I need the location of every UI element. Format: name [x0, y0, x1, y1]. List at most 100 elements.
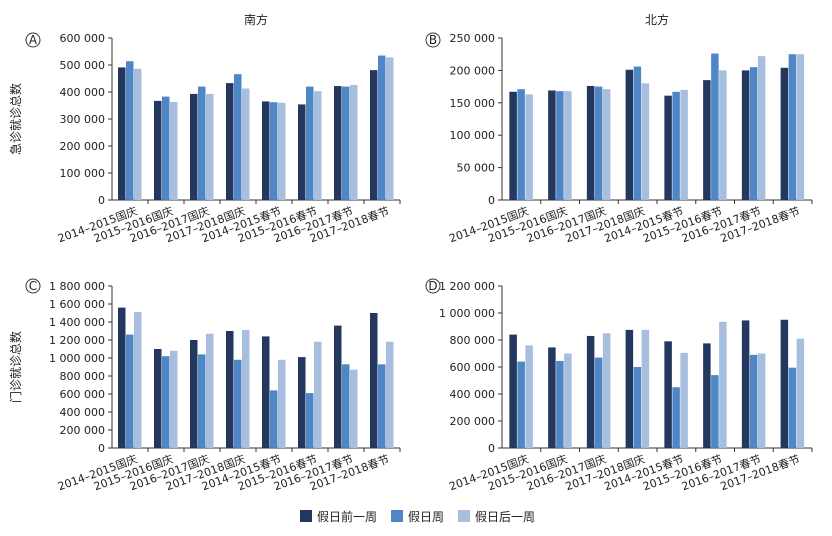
- bar-holiday-week: [342, 364, 350, 448]
- bar-pre-week: [226, 331, 234, 448]
- bar-holiday-week: [749, 354, 758, 448]
- bar-pre-week: [703, 80, 711, 200]
- bar-holiday-week: [517, 89, 525, 200]
- bar-pre-week: [664, 341, 672, 448]
- bar-post-week: [170, 101, 178, 200]
- y-tick-label: 200 000: [60, 424, 106, 437]
- bar-post-week: [170, 350, 178, 448]
- bar-post-week: [641, 329, 650, 448]
- bar-holiday-week: [234, 359, 242, 448]
- bar-pre-week: [586, 335, 595, 448]
- bar-holiday-week: [556, 91, 564, 200]
- bar-pre-week: [548, 90, 556, 200]
- bar-holiday-week: [162, 356, 170, 448]
- y-tick-label: 800 000: [450, 334, 496, 347]
- y-tick-label: 500 000: [60, 59, 106, 72]
- bar-pre-week: [262, 101, 270, 200]
- panel-badge-letter: B: [429, 33, 437, 47]
- y-tick-label: 600 000: [60, 32, 106, 45]
- panel-badge-circle: [425, 278, 441, 294]
- chart-panel-c: C 门诊就诊总数 0 200 000 400 000 600 000 800 000 1 00…: [8, 278, 401, 493]
- bar-post-week: [564, 353, 572, 448]
- bar-pre-week: [509, 334, 517, 448]
- bar-holiday-week: [672, 91, 680, 200]
- bar-holiday-week: [342, 86, 350, 200]
- bar-pre-week: [334, 325, 342, 448]
- y-tick-label: 300 000: [60, 113, 106, 126]
- bar-holiday-week: [126, 61, 134, 200]
- chart-panel-d: D 0 200 000 400 000 600 000 800 000 1 000 000 1…: [425, 278, 813, 493]
- legend-item: 假日后一周: [458, 508, 535, 525]
- bar-post-week: [602, 89, 611, 200]
- bar-holiday-week: [749, 67, 758, 200]
- bar-holiday-week: [270, 102, 278, 200]
- bar-pre-week: [625, 69, 634, 200]
- bar-pre-week: [226, 83, 234, 200]
- bar-holiday-week: [234, 74, 242, 200]
- bar-pre-week: [664, 95, 672, 200]
- y-tick-label: 600 000: [60, 388, 106, 401]
- bar-holiday-week: [162, 96, 170, 200]
- bar-pre-week: [262, 336, 270, 448]
- bar-holiday-week: [633, 66, 642, 201]
- bar-pre-week: [586, 85, 595, 200]
- legend-label: 假日周: [408, 509, 445, 524]
- bar-pre-week: [741, 70, 750, 201]
- bar-post-week: [719, 70, 727, 201]
- bar-post-week: [680, 89, 688, 200]
- legend: 假日前一周 假日周 假日后一周: [300, 506, 535, 526]
- bar-holiday-week: [378, 364, 386, 448]
- panel-title: 北方: [645, 12, 669, 27]
- y-tick-label: 1 200 000: [439, 280, 495, 293]
- y-tick-label: 0: [488, 442, 495, 455]
- panel-title: 南方: [244, 12, 268, 27]
- bar-post-week: [314, 341, 322, 448]
- bar-pre-week: [370, 313, 378, 448]
- y-tick-label: 400 000: [450, 388, 496, 401]
- legend-swatch: [300, 510, 312, 522]
- bar-pre-week: [118, 307, 126, 448]
- bar-post-week: [386, 57, 394, 200]
- bar-holiday-week: [198, 86, 206, 200]
- legend-label: 假日后一周: [475, 509, 536, 524]
- bar-post-week: [757, 56, 766, 201]
- y-tick-label: 100 000: [60, 167, 106, 180]
- y-tick-label: 0: [98, 442, 105, 455]
- y-tick-label: 200 000: [450, 415, 496, 428]
- y-tick-label: 1 000 000: [439, 307, 495, 320]
- legend-label: 假日前一周: [317, 509, 378, 524]
- bar-holiday-week: [270, 390, 278, 448]
- y-tick-label: 400 000: [60, 406, 106, 419]
- y-tick-label: 50 000: [457, 162, 496, 175]
- bar-post-week: [278, 359, 286, 448]
- bar-post-week: [134, 312, 142, 448]
- y-tick-label: 1 600 000: [49, 298, 105, 311]
- bar-post-week: [350, 84, 358, 200]
- bar-holiday-week: [788, 367, 797, 448]
- y-tick-label: 400 000: [60, 86, 106, 99]
- bar-holiday-week: [672, 387, 680, 448]
- bar-pre-week: [370, 70, 378, 200]
- panel-badge-circle: [25, 278, 41, 294]
- bar-pre-week: [298, 357, 306, 448]
- legend-swatch: [458, 510, 471, 522]
- legend-swatch: [391, 510, 404, 522]
- bar-pre-week: [509, 91, 517, 200]
- bar-pre-week: [154, 100, 162, 200]
- y-tick-label: 150 000: [450, 97, 496, 110]
- bar-holiday-week: [594, 357, 603, 448]
- bar-holiday-week: [788, 54, 797, 201]
- bar-post-week: [719, 321, 727, 448]
- bar-holiday-week: [126, 334, 134, 448]
- bar-post-week: [796, 54, 805, 201]
- bar-holiday-week: [198, 354, 206, 448]
- bar-pre-week: [741, 320, 750, 448]
- bar-pre-week: [334, 86, 342, 200]
- y-tick-label: 1 000 000: [49, 352, 105, 365]
- bar-holiday-week: [306, 393, 314, 448]
- legend-item: 假日周: [391, 508, 444, 525]
